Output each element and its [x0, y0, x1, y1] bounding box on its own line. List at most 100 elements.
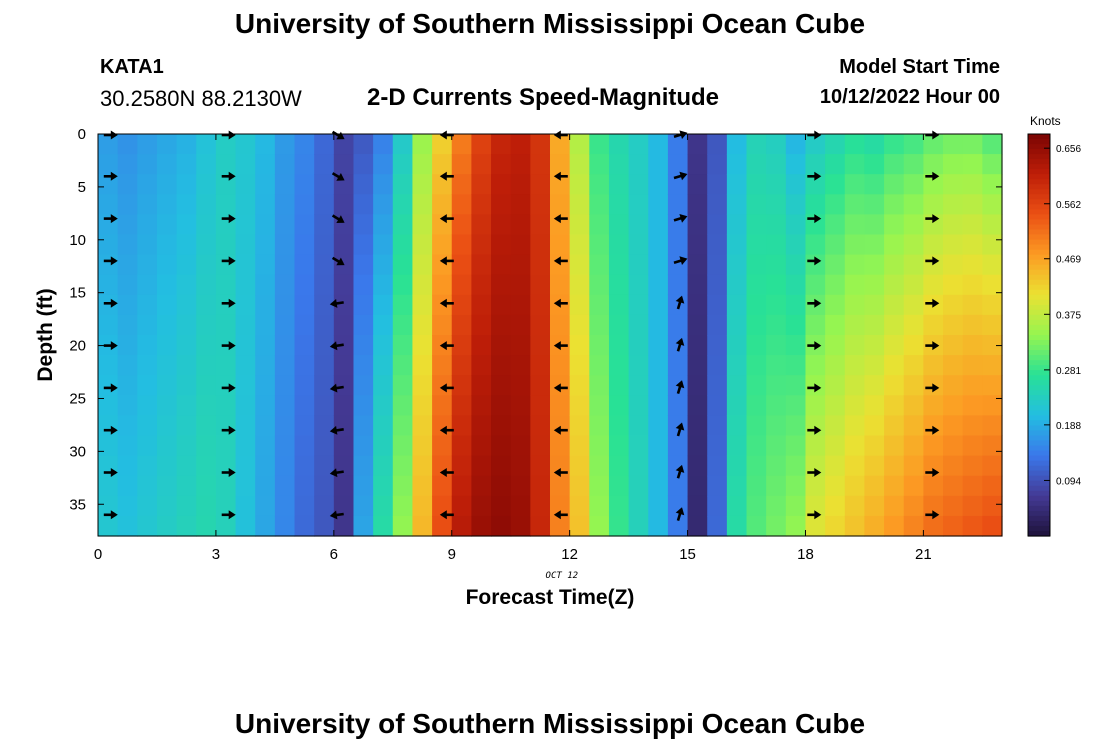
heatmap-cell	[235, 435, 256, 457]
heatmap-cell	[943, 515, 964, 537]
heatmap-cell	[530, 214, 551, 236]
heatmap-cell	[923, 475, 944, 497]
heatmap-cell	[628, 495, 649, 517]
heatmap-cell	[491, 435, 512, 457]
heatmap-cell	[884, 154, 905, 175]
colorbar-swatch	[1028, 279, 1050, 286]
heatmap-cell	[510, 435, 531, 457]
heatmap-cell	[392, 355, 414, 376]
heatmap-cell	[333, 395, 355, 416]
heatmap-cell	[156, 455, 178, 477]
heatmap-cell	[707, 314, 728, 336]
heatmap-cell	[117, 174, 138, 195]
heatmap-cell	[510, 495, 531, 517]
heatmap-cell	[589, 314, 610, 336]
heatmap-cell	[412, 254, 433, 276]
heatmap-cell	[844, 294, 866, 316]
heatmap-cell	[864, 495, 885, 517]
heatmap-cell	[255, 274, 276, 296]
colorbar-swatch	[1028, 294, 1050, 301]
heatmap-cell	[117, 435, 138, 457]
heatmap-cell	[884, 254, 905, 276]
heatmap-cell	[589, 495, 610, 517]
heatmap-cell	[766, 435, 787, 457]
heatmap-cell	[451, 335, 472, 356]
heatmap-cell	[471, 214, 492, 236]
heatmap-cell	[294, 234, 315, 256]
heatmap-cell	[884, 294, 905, 316]
heatmap-cell	[353, 174, 374, 195]
heatmap-cell	[844, 254, 866, 276]
heatmap-cell	[550, 154, 571, 175]
heatmap-cell	[491, 415, 512, 437]
heatmap-cell	[648, 134, 669, 155]
heatmap-cell	[117, 274, 138, 296]
colorbar-swatch	[1028, 134, 1050, 140]
heatmap-cell	[510, 234, 531, 256]
heatmap-cell	[982, 274, 1003, 296]
heatmap-cell	[373, 134, 394, 155]
heatmap-cell	[137, 134, 158, 155]
heatmap-cell	[432, 515, 453, 537]
heatmap-cell	[412, 134, 433, 155]
heatmap-cell	[884, 174, 905, 195]
heatmap-cell	[903, 455, 924, 477]
heatmap-cell	[412, 435, 433, 457]
heatmap-cell	[726, 395, 748, 416]
heatmap-cell	[687, 234, 708, 256]
colorbar-swatch	[1028, 450, 1050, 457]
heatmap-cell	[392, 194, 414, 215]
heatmap-cell	[176, 294, 197, 316]
heatmap-cell	[569, 294, 590, 316]
heatmap-cell	[746, 214, 767, 236]
heatmap-cell	[196, 415, 217, 437]
heatmap-cell	[314, 274, 335, 296]
heatmap-cell	[903, 355, 924, 376]
heatmap-cell	[471, 194, 492, 215]
colorbar-swatch	[1028, 485, 1050, 492]
heatmap-cell	[510, 335, 531, 356]
heatmap-cell	[373, 274, 394, 296]
heatmap-cell	[805, 355, 826, 376]
heatmap-cell	[687, 274, 708, 296]
heatmap-cell	[746, 174, 767, 195]
heatmap-cell	[196, 495, 217, 517]
heatmap-cell	[589, 274, 610, 296]
heatmap-cell	[962, 515, 983, 537]
heatmap-cell	[215, 254, 237, 276]
heatmap-cell	[805, 455, 826, 477]
heatmap-cell	[726, 435, 748, 457]
heatmap-cell	[156, 294, 178, 316]
heatmap-cell	[274, 335, 296, 356]
heatmap-cell	[471, 234, 492, 256]
heatmap-cell	[785, 455, 807, 477]
heatmap-cell	[943, 495, 964, 517]
heatmap-cell	[667, 154, 689, 175]
heatmap-cell	[491, 214, 512, 236]
heatmap-cell	[589, 234, 610, 256]
heatmap-cell	[176, 174, 197, 195]
heatmap-cell	[373, 194, 394, 215]
colorbar-swatch	[1028, 530, 1050, 537]
heatmap-cell	[392, 455, 414, 477]
heatmap-cell	[510, 134, 531, 155]
heatmap-cell	[294, 495, 315, 517]
heatmap-cell	[392, 435, 414, 457]
heatmap-cell	[726, 495, 748, 517]
colorbar-swatch	[1028, 455, 1050, 462]
heatmap-cell	[274, 254, 296, 276]
heatmap-cell	[196, 294, 217, 316]
colorbar-swatch	[1028, 435, 1050, 442]
heatmap-cell	[373, 495, 394, 517]
heatmap-cell	[471, 455, 492, 477]
heatmap-cell	[510, 455, 531, 477]
current-vector-arrow	[925, 171, 940, 181]
heatmap-cell	[294, 435, 315, 457]
heatmap-cell	[471, 435, 492, 457]
heatmap-cell	[923, 435, 944, 457]
heatmap-cell	[589, 515, 610, 537]
colorbar-swatch	[1028, 264, 1050, 271]
heatmap-cell	[844, 194, 866, 215]
heatmap-cell	[353, 515, 374, 537]
heatmap-cell	[294, 134, 315, 155]
